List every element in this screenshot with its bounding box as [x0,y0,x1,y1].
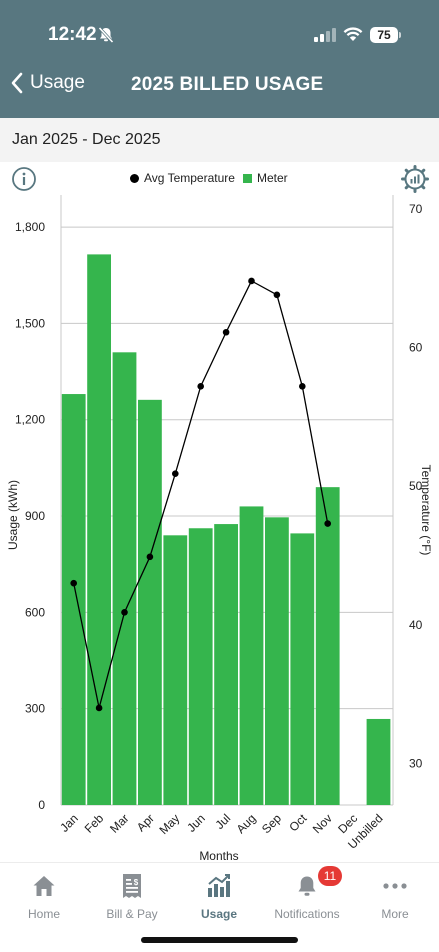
temperature-point [146,553,154,561]
bar-meter [239,506,264,805]
app-header: 12:42 75 Usage 2025 BILLED USAGE [0,0,439,118]
legend-meter-label: Meter [256,171,288,185]
y2-tick-label: 70 [409,202,423,216]
bar-meter [112,352,137,805]
usage-chart: 0 300 600 900 1,200 1,500 1,800 30 40 50 60 70 Jan Fe… [6,195,433,863]
status-time: 12:42 [48,24,97,45]
bar-meter [265,517,289,805]
temperature-point [70,579,77,587]
x-tick-label: Aug [234,811,259,836]
tab-usage-label: Usage [200,907,238,921]
y-tick-label: 300 [25,702,45,716]
bar-meter [290,533,315,805]
x-tick-label: Jun [184,811,208,835]
home-icon [33,876,55,896]
tab-notifications-label: Notifications [274,907,340,921]
x-tick-label: Apr [134,811,157,834]
y2-tick-label: 30 [409,756,423,770]
x-tick-label: Mar [107,811,132,836]
page-title: 2025 BILLED USAGE [131,74,324,95]
x-tick-label: Oct [286,811,310,835]
y-axis-title: Usage (kWh) [6,480,20,550]
bar-meter [61,394,86,805]
bar-meter [188,528,213,805]
x-tick-label: Jul [212,811,233,832]
temperature-point [172,470,179,477]
tab-home[interactable]: Home [0,871,88,921]
chart-settings-button[interactable] [401,165,429,198]
y2-tick-label: 50 [409,479,423,493]
tab-more[interactable]: More [351,871,439,921]
signal-icon [314,28,336,42]
battery-level: 75 [370,27,398,43]
bar-meter [138,399,162,805]
temperature-point [248,277,255,285]
tab-usage[interactable]: Usage [175,871,263,921]
bill-icon: $ [123,874,141,898]
y2-tick-label: 60 [409,341,423,355]
bell-muted-icon [98,26,114,44]
y-tick-label: 1,500 [15,316,45,330]
bar-meter [214,524,238,805]
battery-nub [399,32,401,38]
usage-chart-icon [208,874,230,897]
date-range-bar[interactable]: Jan 2025 - Dec 2025 [0,118,439,162]
legend-temp-label: Avg Temperature [144,171,235,185]
x-tick-label: Jan [57,811,81,835]
temperature-point [324,520,332,527]
tab-bill-pay[interactable]: $ Bill & Pay [88,871,176,921]
back-button[interactable]: Usage [10,72,85,94]
bar-meter [366,718,391,805]
bell-icon [298,876,316,896]
x-tick-label: May [156,811,182,837]
chevron-left-icon [11,72,23,94]
temperature-point [121,608,128,616]
gear-chart-icon [401,165,429,193]
wifi-icon [343,27,363,41]
info-icon[interactable] [11,166,37,192]
tab-notifications[interactable]: Notifications [263,871,351,921]
y2-axis-title: Temperature (°F) [419,465,433,556]
temperature-point [222,328,230,336]
bar-meter [87,254,111,805]
y-tick-label: 0 [38,798,45,812]
x-axis-title: Months [199,849,238,863]
tab-home-label: Home [27,907,60,921]
y-tick-label: 600 [25,605,45,619]
tab-bill-pay-label: Bill & Pay [106,907,158,921]
y2-tick-label: 40 [409,618,423,632]
date-range-label: Jan 2025 - Dec 2025 [12,131,161,148]
x-tick-label: Nov [310,811,335,836]
legend-meter-marker [242,173,252,183]
temperature-point [95,704,103,712]
y-tick-label: 1,800 [15,220,45,234]
y-tick-label: 900 [25,509,45,523]
more-dots-icon [383,883,407,889]
temperature-point [273,291,281,299]
tab-more-label: More [381,907,409,921]
notification-badge: 11 [318,866,342,886]
x-tick-label: Feb [82,811,107,836]
bar-meter [163,535,188,805]
back-label: Usage [30,72,85,93]
legend-temp-marker [130,173,139,183]
y-tick-label: 1,200 [15,413,45,427]
chart-legend: Avg Temperature Meter [130,171,288,185]
x-tick-label: Sep [259,811,284,836]
svg-text:$: $ [134,878,139,887]
temperature-point [197,383,204,390]
bar-meter [315,487,340,805]
home-indicator [141,937,298,943]
temperature-point [299,383,306,390]
